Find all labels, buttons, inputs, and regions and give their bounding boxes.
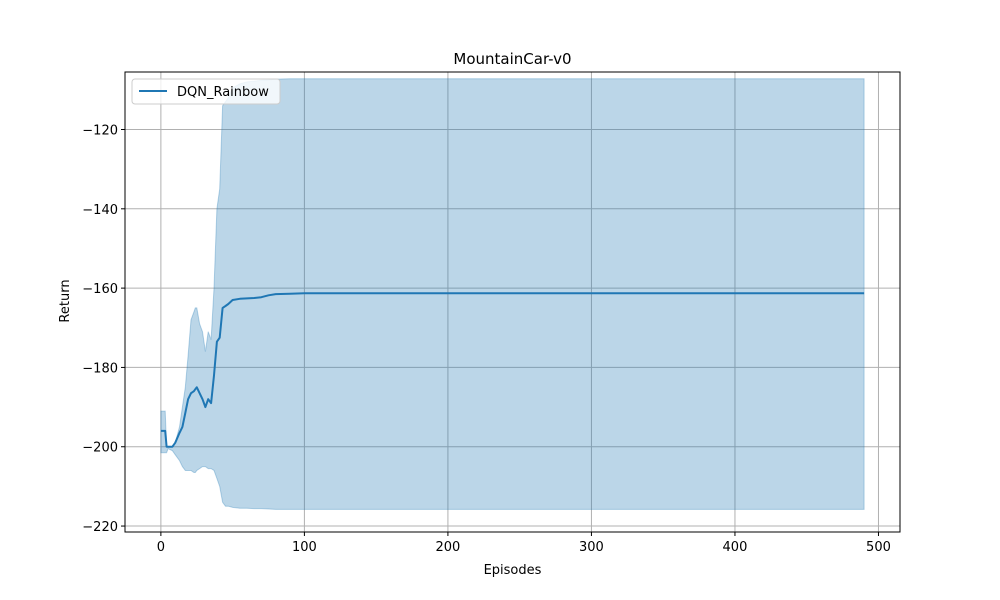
y-axis-label: Return [58,279,73,322]
x-tick-label: 0 [157,540,165,555]
y-tick-label: −160 [82,282,118,297]
plot-frame [124,71,901,533]
grid [125,72,900,532]
x-tick-label: 400 [723,540,748,555]
x-ticks: 0 100 200 300 400 500 [157,532,891,555]
legend: DQN_Rainbow [131,78,281,105]
legend-box [131,78,281,105]
x-tick-label: 300 [579,540,604,555]
y-tick-label: −120 [82,124,118,139]
y-ticks: −220 −200 −180 −160 −140 −120 [82,124,125,535]
y-tick-label: −220 [82,520,118,535]
x-tick-label: 500 [866,540,891,555]
legend-entry-label: DQN_Rainbow [177,85,269,100]
y-tick-label: −200 [82,441,118,456]
x-axis-label: Episodes [484,563,542,578]
y-tick-label: −180 [82,361,118,376]
x-tick-label: 100 [292,540,317,555]
chart-title: MountainCar-v0 [453,50,571,68]
y-tick-label: −140 [82,203,118,218]
series-mean-line [160,292,865,448]
series-line [160,292,865,448]
x-tick-label: 200 [436,540,461,555]
